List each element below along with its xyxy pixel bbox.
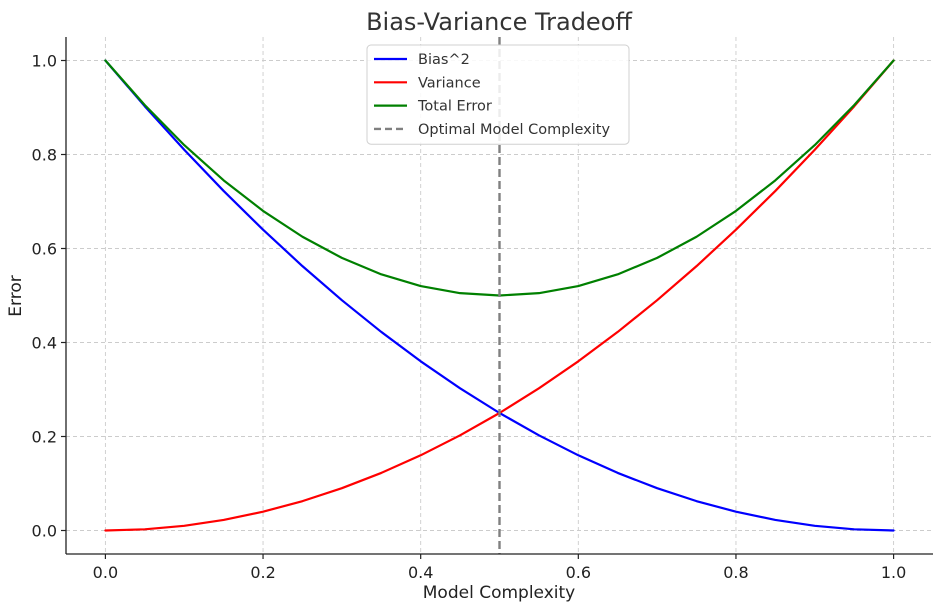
x-tick-label: 0.0 [93,563,118,582]
y-tick-label: 1.0 [32,52,57,71]
y-tick-label: 0.0 [32,522,57,541]
x-tick-label: 0.6 [566,563,591,582]
y-tick-label: 0.4 [32,334,57,353]
x-tick-label: 0.2 [250,563,275,582]
legend-label-optimal-model-complexity: Optimal Model Complexity [418,122,610,138]
legend-box [366,44,630,145]
x-tick-label: 0.4 [408,563,433,582]
y-axis-label: Error [6,275,26,316]
legend: Bias^2 Variance Total Error Optimal Model C… [366,44,630,145]
y-tick-label: 0.2 [32,428,57,447]
legend-label-bias-2: Bias^2 [418,52,470,68]
x-axis-label: Model Complexity [423,583,575,603]
y-tick-label: 0.6 [32,240,57,259]
x-tick-label: 0.8 [723,563,748,582]
chart-title: Bias-Variance Tradeoff [366,8,632,36]
tick-labels: 0.0 0.2 0.4 0.6 0.8 1.0 0.0 0.2 0.4 0.6 0.8 1.0 [32,52,907,583]
y-tick-label: 0.8 [32,146,57,165]
axes [65,37,933,555]
legend-label-variance: Variance [418,75,481,91]
legend-label-total-error: Total Error [417,99,492,115]
x-tick-label: 1.0 [881,563,906,582]
